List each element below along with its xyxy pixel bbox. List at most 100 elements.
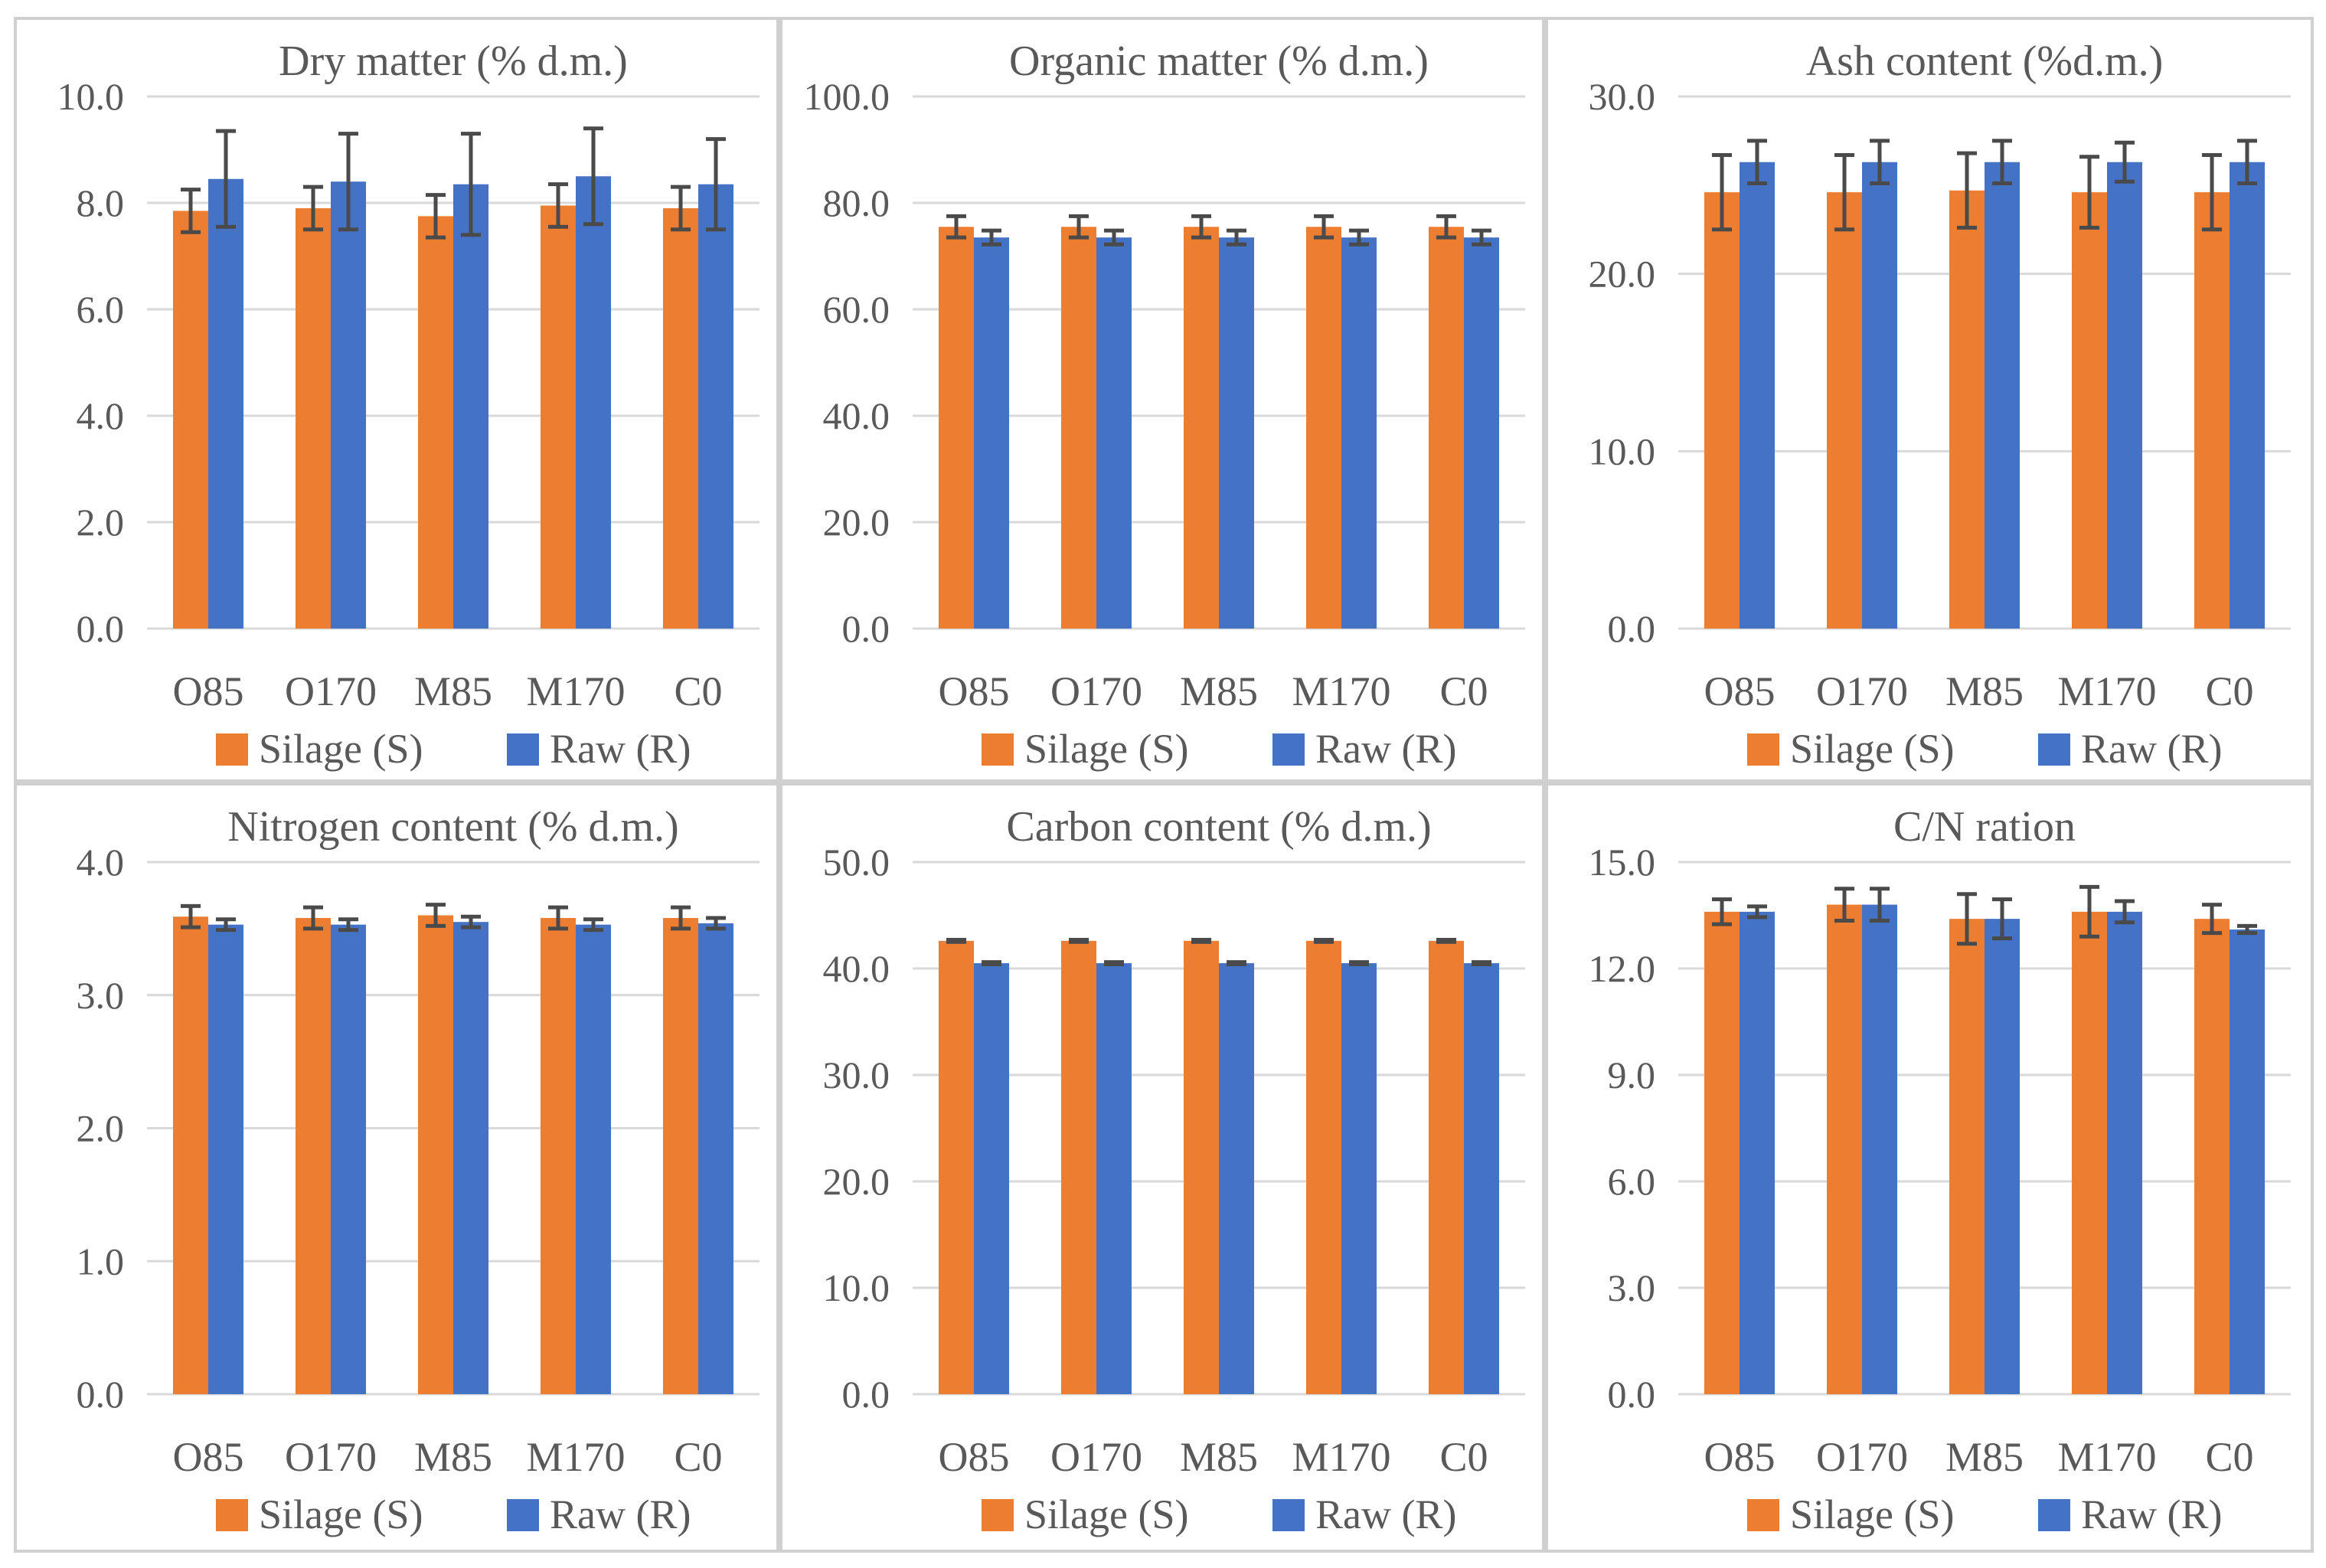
y-tick-label: 10.0 (823, 1266, 890, 1309)
bar-silage-o170 (296, 917, 331, 1394)
bar-raw-m170 (2107, 911, 2142, 1394)
chart-panel: Ash content (%d.m.) 0.0 10.0 20.0 30.0 O85 O17… (1545, 17, 2314, 782)
legend-swatch-raw (2038, 1499, 2070, 1531)
legend-label-silage: Silage (S) (1790, 1491, 1954, 1537)
error-bar (1349, 960, 1369, 966)
bar-raw-o170 (1862, 162, 1897, 629)
bar-silage-m170 (2072, 911, 2107, 1394)
x-tick-label: M170 (526, 668, 625, 714)
error-bar (1747, 139, 1767, 186)
y-tick-label: 40.0 (823, 947, 890, 990)
error-bar (426, 193, 446, 240)
error-bar (982, 228, 1001, 247)
x-tick-label: O85 (1704, 668, 1776, 714)
x-tick-label: C0 (674, 668, 722, 714)
bar-raw-m85 (1219, 237, 1254, 629)
y-tick-label: 30.0 (823, 1054, 890, 1096)
error-bar (946, 214, 966, 240)
x-tick-label: O85 (939, 668, 1010, 714)
error-bar (1870, 139, 1890, 186)
bar-raw-o85 (208, 178, 243, 629)
error-bar (2237, 139, 2257, 186)
x-tick-label: C0 (1439, 1434, 1488, 1480)
error-bar (946, 937, 966, 944)
chart-title: C/N ration (1893, 803, 2076, 851)
y-tick-label: 2.0 (77, 501, 125, 544)
legend-swatch-raw (1272, 733, 1305, 766)
error-bar (426, 903, 446, 928)
x-tick-label: M85 (1180, 1434, 1258, 1480)
bar-silage-c0 (1429, 940, 1464, 1394)
error-bar (1314, 214, 1334, 240)
bar-raw-m85 (453, 922, 488, 1394)
error-bar (2237, 923, 2257, 936)
y-tick-label: 0.0 (1608, 607, 1656, 650)
error-bar (1992, 139, 2012, 186)
x-tick-label: C0 (2205, 1434, 2253, 1480)
error-bar (671, 905, 691, 931)
x-tick-label: O170 (1816, 1434, 1908, 1480)
y-tick-label: 10.0 (57, 75, 125, 118)
legend-swatch-silage (982, 1499, 1014, 1531)
chart-title: Dry matter (% d.m.) (279, 38, 628, 85)
legend-label-raw: Raw (R) (2081, 726, 2222, 772)
error-bar (1472, 228, 1491, 247)
error-bar (583, 917, 603, 933)
error-bar (1992, 897, 2012, 941)
bar-silage-m85 (418, 915, 453, 1394)
y-tick-label: 50.0 (823, 841, 890, 884)
legend-label-raw: Raw (R) (550, 726, 691, 772)
x-tick-label: M170 (2057, 668, 2156, 714)
bar-silage-m170 (1306, 940, 1341, 1394)
error-bar (1957, 151, 1977, 230)
legend-label-silage: Silage (S) (1024, 726, 1188, 772)
y-tick-label: 20.0 (823, 1160, 890, 1203)
bar-silage-o85 (1704, 911, 1740, 1394)
error-bar (706, 137, 726, 232)
bar-raw-m85 (1219, 963, 1254, 1394)
bar-silage-o170 (1827, 904, 1862, 1394)
error-bar (1349, 228, 1369, 247)
chart-svg: Carbon content (% d.m.) 0.0 10.0 20.0 30.0 40… (823, 803, 1525, 1537)
bar-raw-m85 (1985, 919, 2020, 1394)
error-bar (1472, 960, 1491, 966)
error-bar (216, 129, 236, 229)
x-tick-label: M170 (2057, 1434, 2156, 1480)
bar-silage-m85 (418, 216, 453, 629)
bar-silage-c0 (663, 207, 698, 629)
x-tick-label: M85 (1180, 668, 1258, 714)
error-bar (2202, 903, 2222, 936)
error-bar (706, 916, 726, 931)
error-bar (1834, 887, 1854, 923)
y-tick-label: 4.0 (77, 394, 125, 437)
bar-silage-m85 (1184, 940, 1219, 1394)
bar-silage-c0 (1429, 227, 1464, 629)
error-bar (1712, 897, 1732, 926)
y-tick-label: 0.0 (842, 1373, 890, 1416)
y-tick-label: 8.0 (77, 181, 125, 224)
x-tick-label: O170 (285, 1434, 377, 1480)
bar-silage-o85 (939, 227, 974, 629)
error-bar (1069, 937, 1089, 944)
error-bar (303, 905, 323, 931)
bar-raw-o170 (331, 924, 366, 1394)
x-tick-label: M85 (1945, 668, 2024, 714)
chart-title: Carbon content (% d.m.) (1006, 803, 1431, 851)
legend-label-raw: Raw (R) (1315, 1491, 1456, 1537)
legend-label-raw: Raw (R) (1315, 726, 1456, 772)
x-tick-label: O85 (173, 1434, 244, 1480)
error-bar (303, 185, 323, 232)
bar-raw-c0 (2230, 929, 2265, 1394)
error-bar (216, 917, 236, 933)
bar-raw-m170 (576, 176, 611, 629)
chart-panel: C/N ration 0.0 3.0 6.0 9.0 12.0 15.0 O85 O170 M85… (1545, 782, 2314, 1553)
error-bar (982, 960, 1001, 966)
error-bar (1069, 214, 1089, 240)
error-bar (2202, 152, 2222, 232)
y-tick-label: 6.0 (77, 288, 125, 331)
error-bar (1957, 892, 1977, 946)
bar-silage-o85 (939, 940, 974, 1394)
legend-label-silage: Silage (S) (1024, 1491, 1188, 1537)
y-tick-label: 12.0 (1589, 947, 1656, 990)
